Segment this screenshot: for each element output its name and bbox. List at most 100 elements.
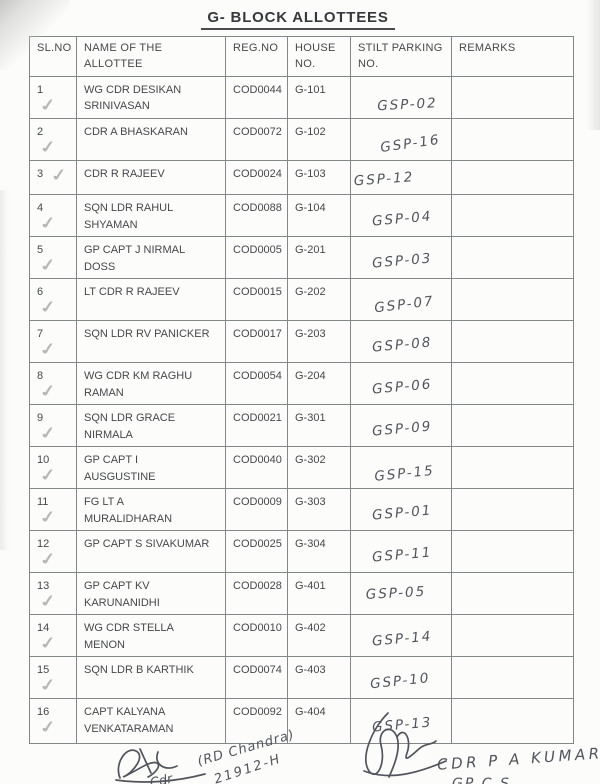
page-title: G- BLOCK ALLOTTEES [201,9,395,30]
allottee-name-cell: SQN LDR RAHUL SHYAMAN [76,194,226,238]
house-no-cell: G-402 [287,614,351,658]
reg-no: COD0021 [233,412,282,425]
allottee-name-cell: FG LT A MURALIDHARAN [76,488,226,532]
header-reg-no: REG.NO [225,36,288,77]
table-row: 4 ✓ SQN LDR RAHUL SHYAMAN COD0088 G-104 … [29,194,574,238]
stilt-parking-handwritten: GSP-03 [371,250,434,272]
table-row: 14 ✓ WG CDR STELLA MENON COD0010 G-402 G… [29,614,574,658]
remarks-cell [451,194,574,238]
allottee-name: LT CDR R RAJEEV [84,286,180,299]
sl-no: 2 [37,125,44,138]
allottee-name-cell: CDR R RAJEEV [76,159,226,196]
table-row: 1 ✓ WG CDR DESIKAN SRINIVASAN COD0044 G-… [29,75,574,119]
sl-no: 12 [37,538,50,551]
reg-no-cell: COD0021 [225,404,288,448]
sl-no: 11 [37,496,49,509]
reg-no: COD0015 [233,286,282,299]
sl-no-cell: 15 ✓ [29,656,77,700]
left-signature-scribble-icon [115,748,206,783]
reg-no-cell: COD0040 [225,446,288,490]
sl-no-cell: 1 ✓ [29,75,77,119]
house-no: G-102 [295,125,326,138]
remarks-cell [451,236,574,280]
stilt-parking-handwritten: GSP-09 [371,418,434,440]
stilt-parking-cell: GSP-14 [350,614,452,658]
house-no: G-302 [295,454,326,467]
remarks-cell [451,159,574,196]
stilt-parking-cell: GSP-08 [350,320,452,364]
house-no-cell: G-101 [287,75,351,119]
reg-no-cell: COD0024 [225,159,288,196]
reg-no-cell: COD0009 [225,488,288,532]
reg-no: COD0028 [233,580,282,593]
house-no-cell: G-104 [287,194,351,238]
stilt-parking-handwritten: GSP-02 [377,94,439,115]
allottee-name: SQN LDR GRACE NIRMALA [84,412,176,441]
allottee-name-cell: SQN LDR GRACE NIRMALA [76,404,226,448]
house-no-cell: G-201 [287,236,351,280]
stilt-parking-handwritten: GSP-10 [369,670,432,693]
stilt-parking-cell: GSP-09 [350,404,452,448]
stilt-parking-cell: GSP-11 [350,530,452,574]
remarks-cell [451,572,574,616]
remarks-cell [451,320,574,364]
allottee-name: CAPT KALYANA VENKATARAMAN [84,706,174,735]
checkmark-icon: ✓ [38,213,59,234]
reg-no-cell: COD0074 [225,656,288,700]
reg-no-cell: COD0072 [225,117,288,161]
allottee-name: SQN LDR RAHUL SHYAMAN [84,202,173,231]
stilt-parking-handwritten: GSP-01 [371,502,434,524]
sl-no-cell: 14 ✓ [29,614,77,658]
stilt-parking-cell: GSP-07 [350,278,452,322]
header-house-no: HOUSE NO. [287,36,351,77]
house-no-cell: G-302 [287,446,351,490]
sl-no-cell: 16 ✓ [29,698,77,745]
allottee-name: CDR A BHASKARAN [84,125,188,138]
allottee-name-cell: GP CAPT J NIRMAL DOSS [76,236,226,280]
sl-no-cell: 3 ✓ [29,159,77,196]
sl-no-cell: 6 ✓ [29,278,77,322]
sl-no: 8 [37,370,44,383]
table-header: SL.NO NAME OF THE ALLOTTEE REG.NO HOUSE … [29,36,574,77]
house-no: G-401 [295,580,326,593]
checkmark-icon: ✓ [38,675,59,696]
sl-no: 10 [37,454,50,467]
sl-no: 16 [37,706,50,719]
house-no: G-402 [295,622,326,635]
reg-no-cell: COD0015 [225,278,288,322]
allottee-name-cell: WG CDR DESIKAN SRINIVASAN [76,75,226,119]
reg-no: COD0092 [233,706,282,719]
allottee-name-cell: CAPT KALYANA VENKATARAMAN [76,698,226,745]
allottee-name: WG CDR STELLA MENON [84,622,174,651]
sl-no: 4 [37,202,44,215]
checkmark-icon: ✓ [38,95,59,116]
sl-no: 7 [37,328,44,341]
table-row: 11 ✓ FG LT A MURALIDHARAN COD0009 G-303 … [29,488,574,532]
remarks-cell [451,446,574,490]
table-row: 13 ✓ GP CAPT KV KARUNANIDHI COD0028 G-40… [29,572,574,616]
house-no: G-204 [295,370,326,383]
table-row: 8 ✓ WG CDR KM RAGHU RAMAN COD0054 G-204 … [29,362,574,406]
reg-no-cell: COD0025 [225,530,288,574]
checkmark-icon: ✓ [38,255,59,276]
reg-no: COD0040 [233,454,282,467]
remarks-cell [451,75,574,119]
stilt-parking-cell: GSP-13 [350,698,452,745]
reg-no: COD0044 [233,83,282,96]
remarks-cell [451,404,574,448]
remarks-cell [451,698,574,745]
allottee-name-cell: GP CAPT KV KARUNANIDHI [76,572,226,616]
sl-no: 3 [37,167,44,180]
house-no-cell: G-202 [287,278,351,322]
header-stilt-parking: STILT PARKING NO. [350,36,452,77]
house-no-cell: G-203 [287,320,351,364]
table-row: 3 ✓ CDR R RAJEEV COD0024 G-103 GSP-12 [29,159,574,196]
table-row: 16 ✓ CAPT KALYANA VENKATARAMAN COD0092 G… [29,698,574,745]
house-no-cell: G-103 [287,159,351,196]
checkmark-icon: ✓ [38,507,59,528]
allottee-name-cell: SQN LDR RV PANICKER [76,320,226,364]
reg-no: COD0088 [233,202,282,215]
sl-no: 6 [37,286,44,299]
remarks-cell [451,117,574,161]
